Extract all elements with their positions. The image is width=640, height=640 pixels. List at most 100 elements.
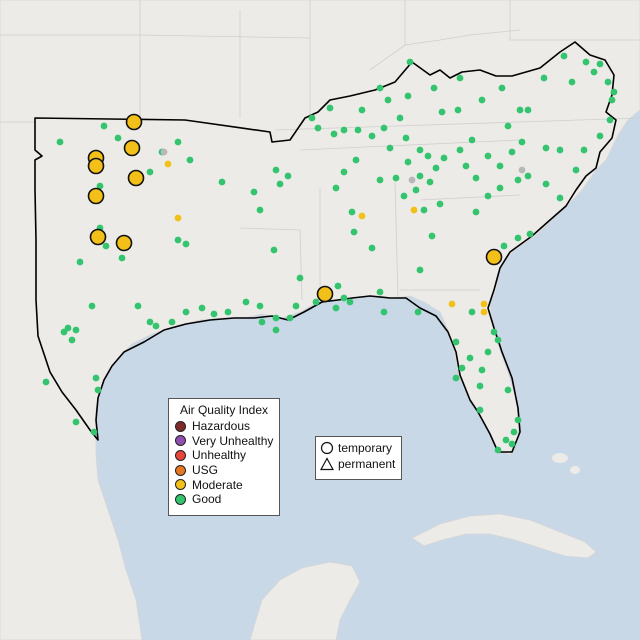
- site-marker-good[interactable]: [542, 180, 550, 188]
- site-marker-good[interactable]: [68, 336, 76, 344]
- site-marker-good[interactable]: [284, 172, 292, 180]
- site-marker-good[interactable]: [386, 144, 394, 152]
- site-marker-moderate[interactable]: [164, 160, 172, 168]
- site-marker-good[interactable]: [96, 182, 104, 190]
- site-marker-good[interactable]: [472, 174, 480, 182]
- site-marker-good[interactable]: [478, 96, 486, 104]
- site-marker-good[interactable]: [610, 88, 618, 96]
- site-marker-good[interactable]: [332, 304, 340, 312]
- site-marker-good[interactable]: [580, 146, 588, 154]
- site-marker-no-data[interactable]: [160, 148, 168, 156]
- site-marker-good[interactable]: [608, 96, 616, 104]
- site-marker-good[interactable]: [514, 416, 522, 424]
- site-marker-good[interactable]: [368, 244, 376, 252]
- site-marker-good[interactable]: [376, 84, 384, 92]
- site-marker-no-data[interactable]: [408, 176, 416, 184]
- site-marker-good[interactable]: [100, 122, 108, 130]
- site-marker-good[interactable]: [92, 374, 100, 382]
- site-marker-good[interactable]: [478, 366, 486, 374]
- site-marker-good[interactable]: [456, 146, 464, 154]
- site-marker-good[interactable]: [352, 156, 360, 164]
- site-marker-good[interactable]: [42, 378, 50, 386]
- site-marker-good[interactable]: [524, 106, 532, 114]
- site-marker-good[interactable]: [420, 206, 428, 214]
- site-marker-good[interactable]: [72, 418, 80, 426]
- site-marker-good[interactable]: [416, 146, 424, 154]
- site-marker-good[interactable]: [518, 138, 526, 146]
- site-marker-good[interactable]: [484, 192, 492, 200]
- site-marker-good[interactable]: [490, 328, 498, 336]
- site-marker-good[interactable]: [560, 52, 568, 60]
- site-marker-good[interactable]: [182, 240, 190, 248]
- site-marker-moderate[interactable]: [358, 212, 366, 220]
- site-marker-good[interactable]: [514, 234, 522, 242]
- site-marker-good[interactable]: [454, 106, 462, 114]
- site-marker-good[interactable]: [90, 428, 98, 436]
- site-marker-moderate-large[interactable]: [115, 234, 133, 252]
- site-marker-good[interactable]: [432, 164, 440, 172]
- site-marker-good[interactable]: [186, 156, 194, 164]
- site-marker-good[interactable]: [484, 348, 492, 356]
- site-marker-good[interactable]: [270, 246, 278, 254]
- site-marker-good[interactable]: [88, 302, 96, 310]
- site-marker-good[interactable]: [404, 158, 412, 166]
- site-marker-good[interactable]: [168, 318, 176, 326]
- site-marker-good[interactable]: [292, 302, 300, 310]
- site-marker-good[interactable]: [400, 192, 408, 200]
- site-marker-good[interactable]: [462, 162, 470, 170]
- site-marker-good[interactable]: [508, 148, 516, 156]
- site-marker-good[interactable]: [494, 446, 502, 454]
- site-marker-good[interactable]: [582, 58, 590, 66]
- site-marker-good[interactable]: [476, 382, 484, 390]
- site-marker-good[interactable]: [340, 168, 348, 176]
- site-marker-good[interactable]: [296, 274, 304, 282]
- site-marker-good[interactable]: [210, 310, 218, 318]
- site-marker-moderate-large[interactable]: [87, 157, 105, 175]
- site-marker-good[interactable]: [540, 74, 548, 82]
- site-marker-good[interactable]: [114, 134, 122, 142]
- site-marker-good[interactable]: [272, 326, 280, 334]
- site-marker-good[interactable]: [484, 152, 492, 160]
- site-marker-good[interactable]: [182, 308, 190, 316]
- site-marker-good[interactable]: [456, 74, 464, 82]
- site-marker-good[interactable]: [458, 364, 466, 372]
- site-marker-good[interactable]: [224, 308, 232, 316]
- site-marker-no-data[interactable]: [518, 166, 526, 174]
- site-marker-good[interactable]: [596, 132, 604, 140]
- site-marker-good[interactable]: [452, 374, 460, 382]
- site-marker-good[interactable]: [312, 298, 320, 306]
- site-marker-good[interactable]: [508, 440, 516, 448]
- site-marker-good[interactable]: [72, 326, 80, 334]
- site-marker-good[interactable]: [152, 322, 160, 330]
- site-marker-good[interactable]: [596, 60, 604, 68]
- site-marker-good[interactable]: [376, 288, 384, 296]
- site-marker-good[interactable]: [414, 308, 422, 316]
- site-marker-good[interactable]: [60, 328, 68, 336]
- site-marker-moderate[interactable]: [480, 300, 488, 308]
- site-marker-moderate[interactable]: [448, 300, 456, 308]
- site-marker-good[interactable]: [514, 176, 522, 184]
- site-marker-good[interactable]: [606, 116, 614, 124]
- site-marker-moderate-large[interactable]: [316, 285, 334, 303]
- site-marker-good[interactable]: [334, 282, 342, 290]
- site-marker-good[interactable]: [496, 162, 504, 170]
- site-marker-good[interactable]: [380, 124, 388, 132]
- site-marker-good[interactable]: [472, 208, 480, 216]
- site-marker-good[interactable]: [384, 96, 392, 104]
- site-marker-good[interactable]: [412, 186, 420, 194]
- site-marker-good[interactable]: [468, 308, 476, 316]
- site-marker-good[interactable]: [146, 318, 154, 326]
- site-marker-good[interactable]: [500, 242, 508, 250]
- site-marker-good[interactable]: [572, 166, 580, 174]
- site-marker-good[interactable]: [402, 134, 410, 142]
- site-marker-good[interactable]: [314, 124, 322, 132]
- site-marker-good[interactable]: [504, 386, 512, 394]
- site-marker-good[interactable]: [504, 122, 512, 130]
- site-marker-good[interactable]: [404, 92, 412, 100]
- site-marker-good[interactable]: [340, 294, 348, 302]
- site-marker-good[interactable]: [94, 386, 102, 394]
- site-marker-good[interactable]: [340, 126, 348, 134]
- site-marker-good[interactable]: [218, 178, 226, 186]
- site-marker-good[interactable]: [380, 308, 388, 316]
